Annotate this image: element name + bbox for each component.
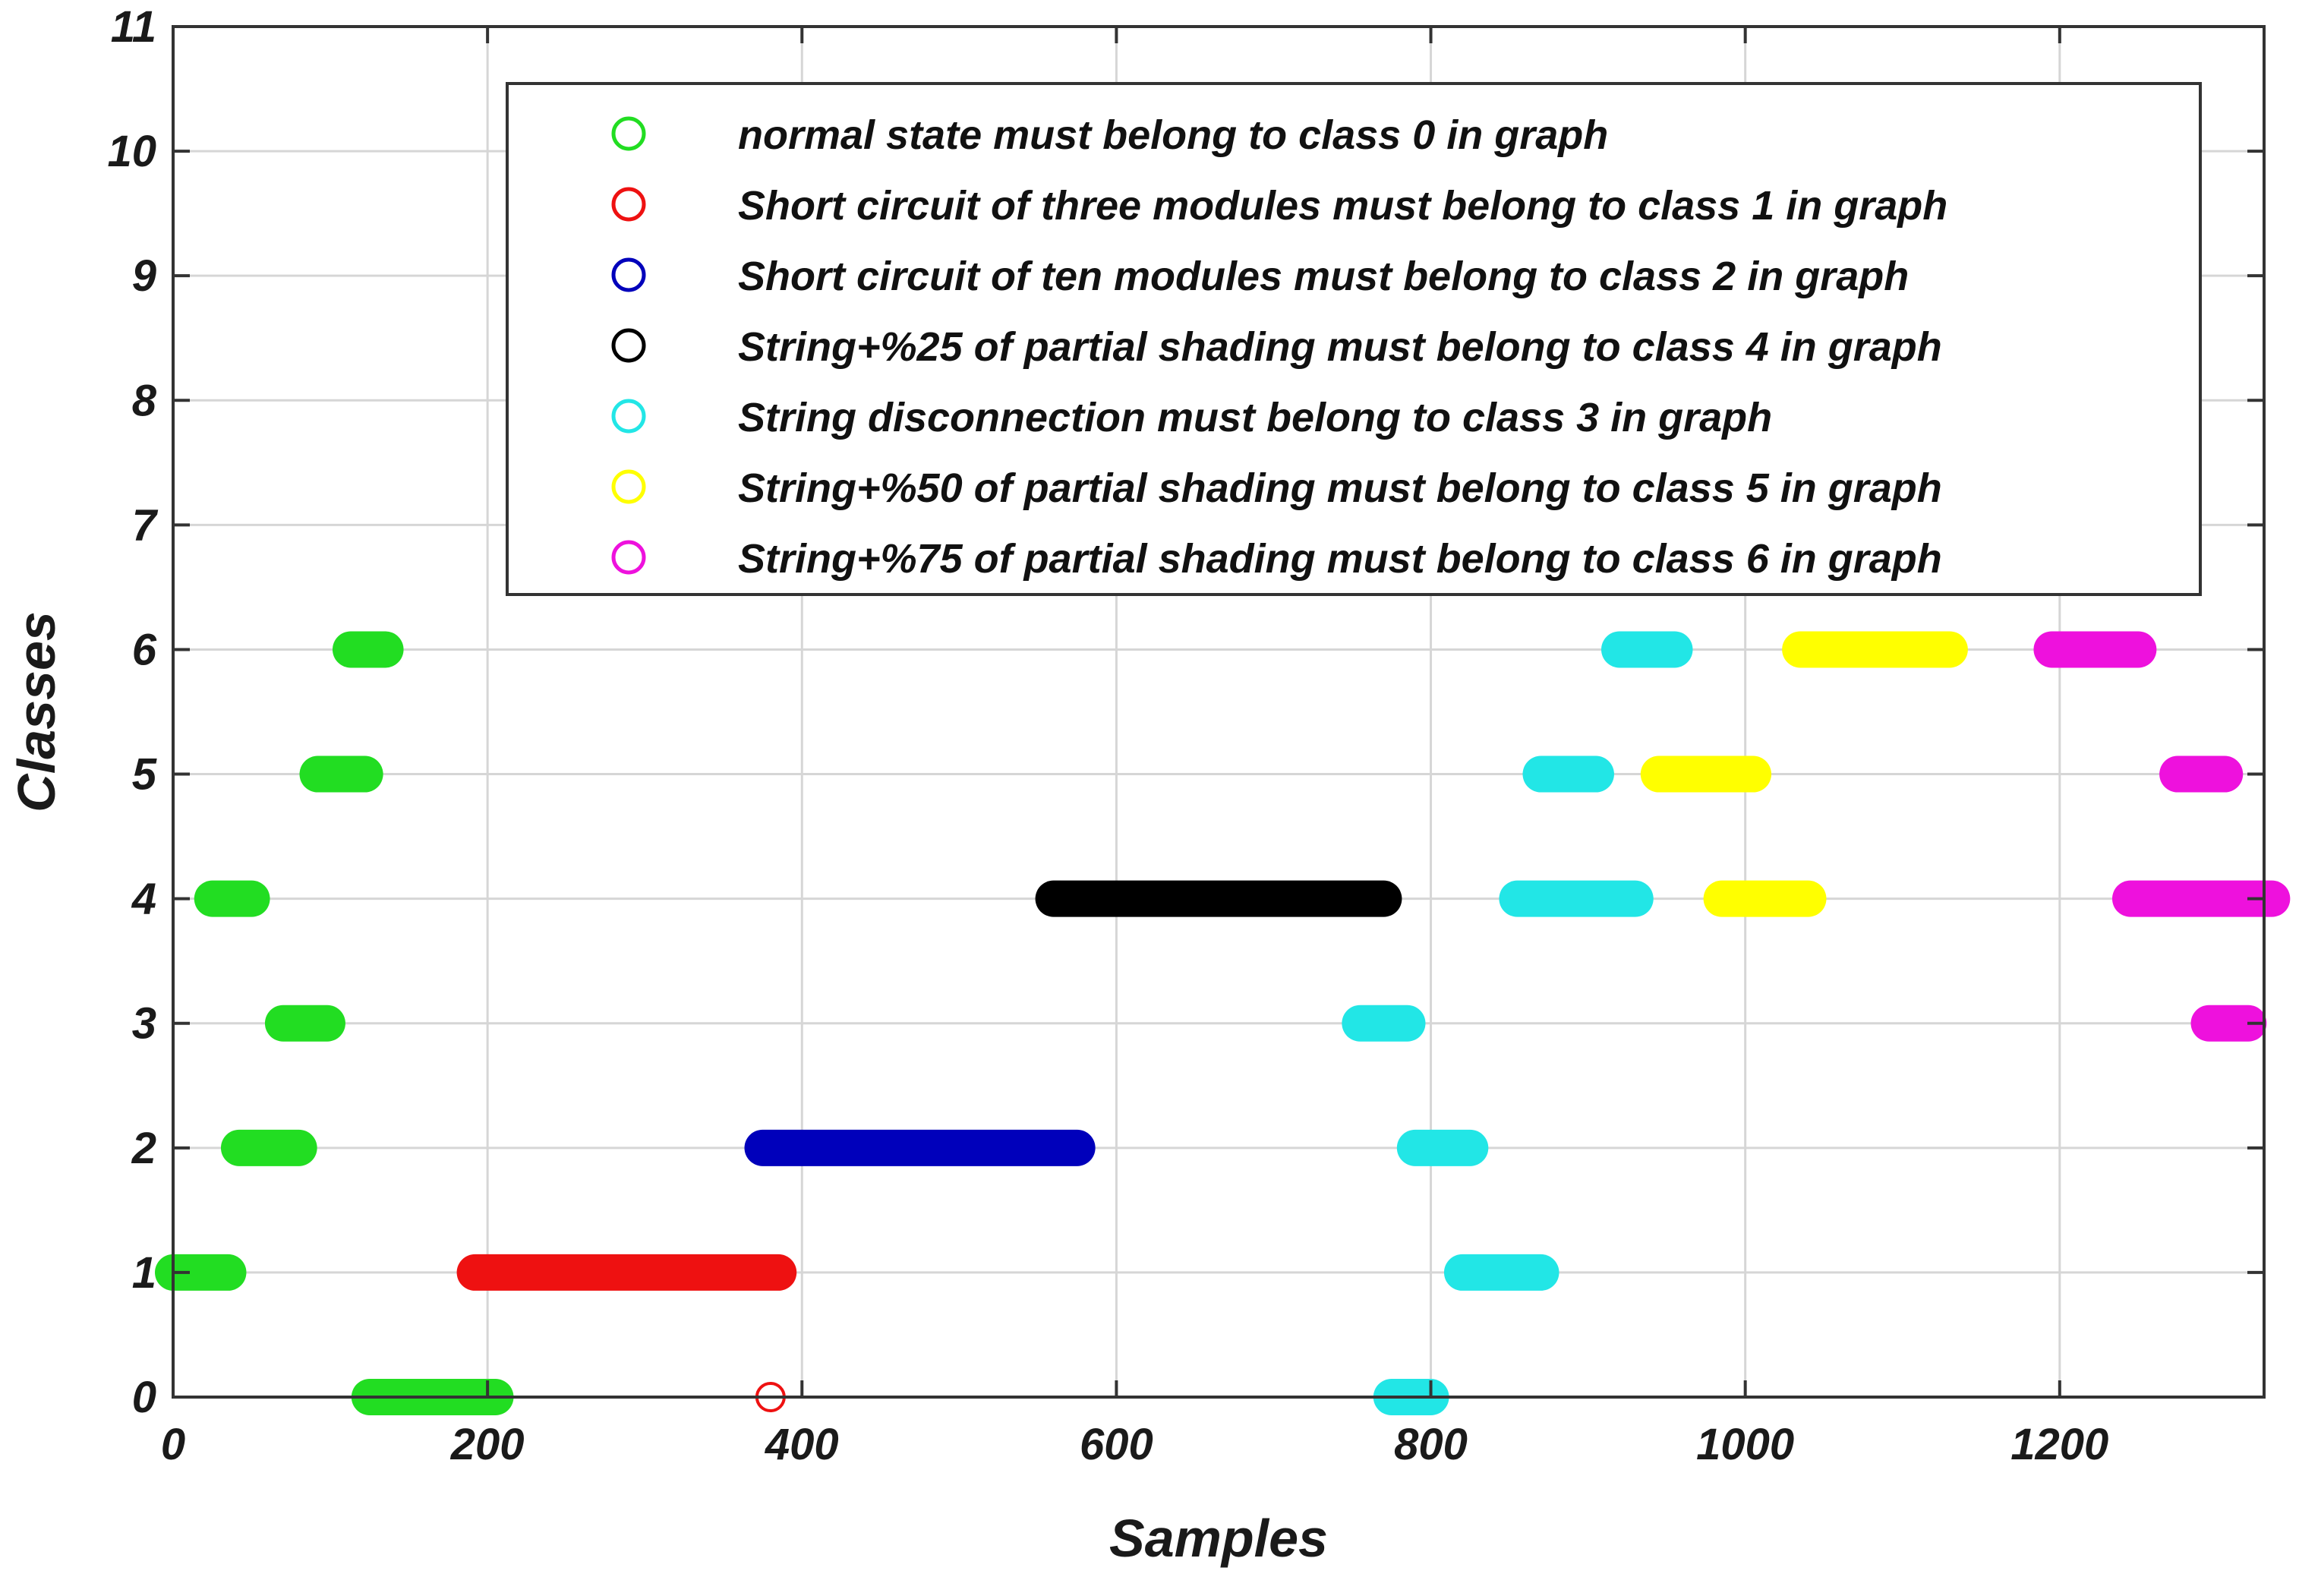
y-tick-label: 10	[107, 127, 156, 176]
legend-marker	[611, 399, 646, 434]
y-tick-label: 1	[132, 1248, 156, 1298]
y-axis-label: Classes	[7, 611, 66, 812]
y-tick-label: 6	[132, 625, 157, 674]
y-tick-label: 8	[132, 376, 157, 425]
legend-marker	[611, 469, 646, 504]
legend-label: normal state must belong to class 0 in g…	[738, 112, 1608, 158]
legend-label: String+%50 of partial shading must belon…	[738, 465, 1942, 511]
x-axis-label: Samples	[1109, 1509, 1328, 1568]
plot-frame	[172, 25, 2266, 1399]
legend-marker	[611, 116, 646, 151]
legend-marker	[611, 328, 646, 363]
y-tick-label: 3	[132, 999, 156, 1049]
x-tick-label: 400	[765, 1420, 839, 1469]
x-tick-label: 1200	[2010, 1420, 2108, 1469]
x-tick-label: 0	[161, 1420, 185, 1469]
legend-label: Short circuit of ten modules must belong…	[738, 254, 1909, 299]
y-tick-label: 9	[132, 251, 156, 301]
legend-label: String disconnection must belong to clas…	[738, 395, 1772, 440]
y-tick-label: 0	[132, 1373, 156, 1422]
data-marks	[155, 631, 2291, 1415]
y-tick-label: 4	[131, 875, 156, 924]
legend-marker	[611, 540, 646, 575]
legend: normal state must belong to class 0 in g…	[506, 82, 2202, 596]
legend-marker	[611, 187, 646, 222]
y-tick-label: 7	[132, 500, 159, 550]
x-tick-label: 200	[450, 1420, 525, 1469]
y-tick-label: 5	[132, 750, 157, 800]
legend-label: String+%75 of partial shading must belon…	[738, 536, 1942, 582]
legend-label: String+%25 of partial shading must belon…	[738, 324, 1942, 370]
legend-label: Short circuit of three modules must belo…	[738, 183, 1947, 229]
y-tick-label: 2	[131, 1124, 156, 1173]
x-tick-label: 1000	[1696, 1420, 1794, 1469]
tick-labels: 0 200 400 600 800 1000 1200 0 1 2 3 4 5 6 7 8 9 10 11	[107, 2, 2264, 1469]
legend-box	[506, 82, 2202, 596]
legend-marker	[611, 257, 646, 292]
x-tick-label: 800	[1394, 1420, 1468, 1469]
y-tick-label: 11	[111, 2, 156, 52]
x-tick-label: 600	[1080, 1420, 1153, 1469]
